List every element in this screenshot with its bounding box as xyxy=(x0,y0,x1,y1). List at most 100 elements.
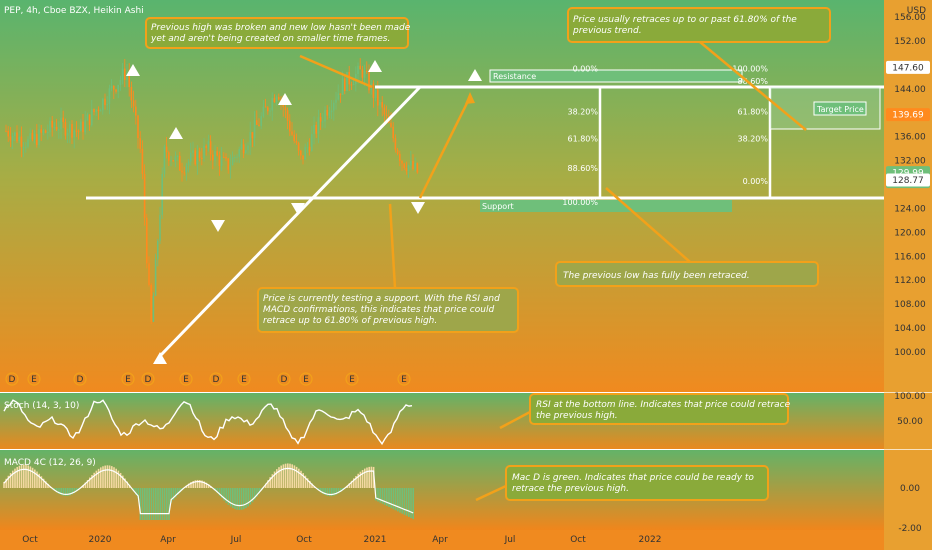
candle-body xyxy=(18,136,20,142)
candle-body xyxy=(168,152,170,161)
macd-bar xyxy=(405,488,408,516)
macd-bar xyxy=(89,477,91,488)
macd-bar xyxy=(273,471,276,488)
macd-bar xyxy=(218,488,221,496)
macd-bar xyxy=(357,473,359,488)
candle-body xyxy=(223,156,225,158)
candle-body xyxy=(14,132,16,136)
event-marker[interactable] xyxy=(345,372,359,386)
candle-body xyxy=(275,97,278,103)
note-previous-high[interactable]: Previous high was broken and new low has… xyxy=(145,17,413,49)
macd-bar xyxy=(174,488,177,498)
macd-bar xyxy=(366,467,368,488)
event-marker-label: D xyxy=(77,375,84,385)
candle-body xyxy=(236,156,238,158)
candle-body xyxy=(42,130,45,133)
macd-bar xyxy=(179,488,181,493)
event-marker[interactable] xyxy=(209,372,223,386)
arrow-head xyxy=(465,92,475,104)
macd-bar xyxy=(64,488,67,496)
macd-bar xyxy=(113,467,115,488)
macd-bar xyxy=(383,488,386,505)
macd-bar xyxy=(339,488,342,492)
fib-levels: 0.00% 38.20% 61.80% 88.60% 100.00% 100.00% 88.… xyxy=(562,64,768,207)
note-line: Previous high was broken and new low has… xyxy=(151,23,411,33)
candle-body xyxy=(176,155,179,157)
candle-body xyxy=(40,129,42,133)
candle-body xyxy=(335,99,337,103)
candle-body xyxy=(412,161,414,169)
candle-body xyxy=(165,146,168,153)
time-tick-label: Oct xyxy=(570,535,586,545)
pivot-markers xyxy=(126,60,482,364)
event-marker[interactable] xyxy=(237,372,251,386)
macd-bar xyxy=(324,488,326,496)
macd-bar xyxy=(280,465,282,488)
event-marker[interactable] xyxy=(179,372,193,386)
event-marker-label: E xyxy=(241,375,247,385)
time-tick-label: Oct xyxy=(22,535,38,545)
candle-body xyxy=(357,65,359,75)
note-rsi[interactable]: RSI at the bottom line. Indicates that p… xyxy=(529,393,793,425)
candle-body xyxy=(218,155,221,166)
candle-body xyxy=(416,163,419,173)
stoch-tick-label: 50.00 xyxy=(897,417,923,427)
event-marker[interactable] xyxy=(27,372,41,386)
macd-bar xyxy=(117,470,120,488)
event-marker[interactable] xyxy=(73,372,87,386)
event-marker[interactable] xyxy=(299,372,313,386)
event-marker[interactable] xyxy=(141,372,155,386)
candle-body xyxy=(20,136,23,147)
macd-bar xyxy=(361,470,364,488)
macd-bar xyxy=(348,483,351,488)
event-marker[interactable] xyxy=(121,372,135,386)
candle-body xyxy=(88,114,91,126)
candle-body xyxy=(350,84,353,86)
currency-label: USD xyxy=(907,6,926,16)
macd-bar xyxy=(227,488,230,505)
support-zone xyxy=(480,200,732,212)
support-zone-label: Support xyxy=(482,202,514,211)
macd-bar xyxy=(359,471,362,488)
candle-body xyxy=(84,120,86,133)
candle-body xyxy=(238,148,240,157)
macd-bar xyxy=(232,488,234,509)
macd-bar xyxy=(25,464,27,488)
candle-body xyxy=(93,108,95,113)
candle-body xyxy=(245,150,247,154)
macd-bar xyxy=(386,488,388,506)
price-axis-bg xyxy=(884,0,932,550)
event-marker[interactable] xyxy=(5,372,19,386)
note-retrace[interactable]: Price usually retraces up to or past 61.… xyxy=(567,7,831,43)
candle-body xyxy=(143,173,146,218)
pivot-triangle xyxy=(169,127,183,139)
macd-bar xyxy=(137,488,139,499)
time-axis[interactable]: Oct 2020 Apr Jul Oct 2021 Apr Jul Oct 2022 xyxy=(22,535,661,545)
candle-body xyxy=(102,98,104,111)
macd-bar xyxy=(102,466,104,488)
fib-right-label: 88.60% xyxy=(737,77,768,86)
macd-bar xyxy=(399,488,401,513)
candle-body xyxy=(361,69,364,78)
macd-bar xyxy=(304,475,307,488)
macd-bar xyxy=(291,464,293,488)
note-macd[interactable]: Mac D is green. Indicates that price cou… xyxy=(505,465,769,501)
macd-bar xyxy=(320,488,322,493)
candle-body xyxy=(304,147,306,160)
note-support-test[interactable]: Price is currently testing a support. Wi… xyxy=(257,287,519,333)
note-previous-low[interactable]: The previous low has fully been retraced… xyxy=(555,261,819,287)
candle-body xyxy=(372,83,375,98)
price-label-value: 139.69 xyxy=(892,111,924,121)
pivot-triangle xyxy=(153,352,167,364)
macd-bar xyxy=(410,488,412,518)
candle-body xyxy=(91,108,93,126)
event-marker[interactable] xyxy=(277,372,291,386)
candle-body xyxy=(119,79,122,86)
fib-left-label: 61.80% xyxy=(567,134,598,143)
note-previous-low-text: The previous low has fully been retraced… xyxy=(563,271,750,281)
candle-body xyxy=(407,165,410,172)
event-marker[interactable] xyxy=(397,372,411,386)
note-line: retrace up to 61.80% of previous high. xyxy=(263,316,437,326)
fib-left-label: 88.60% xyxy=(567,164,598,173)
